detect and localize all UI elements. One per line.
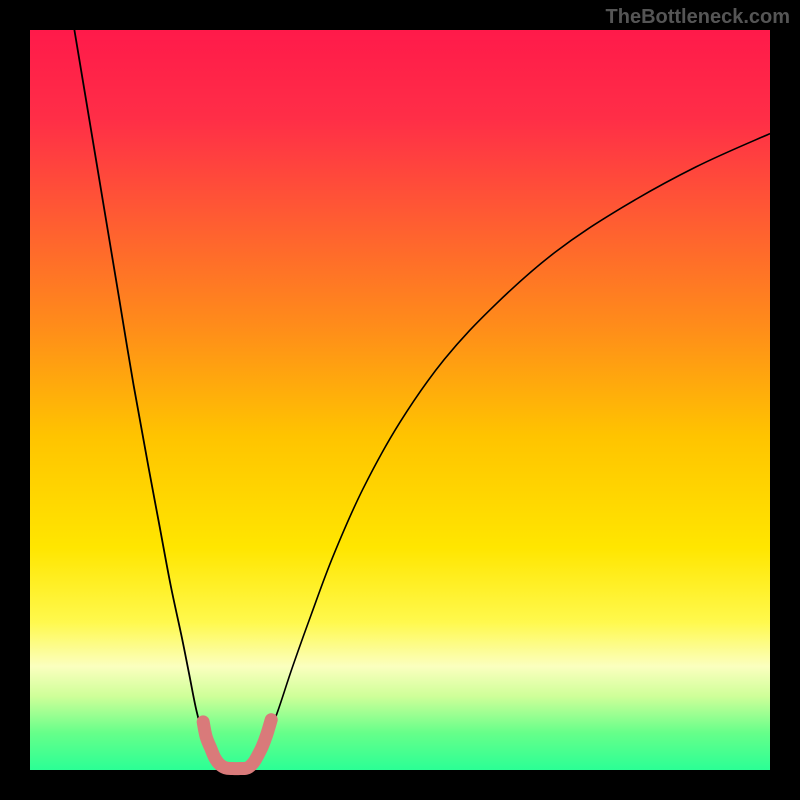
chart-svg <box>0 0 800 800</box>
watermark-label: TheBottleneck.com <box>606 6 790 29</box>
bottleneck-chart <box>0 0 800 800</box>
